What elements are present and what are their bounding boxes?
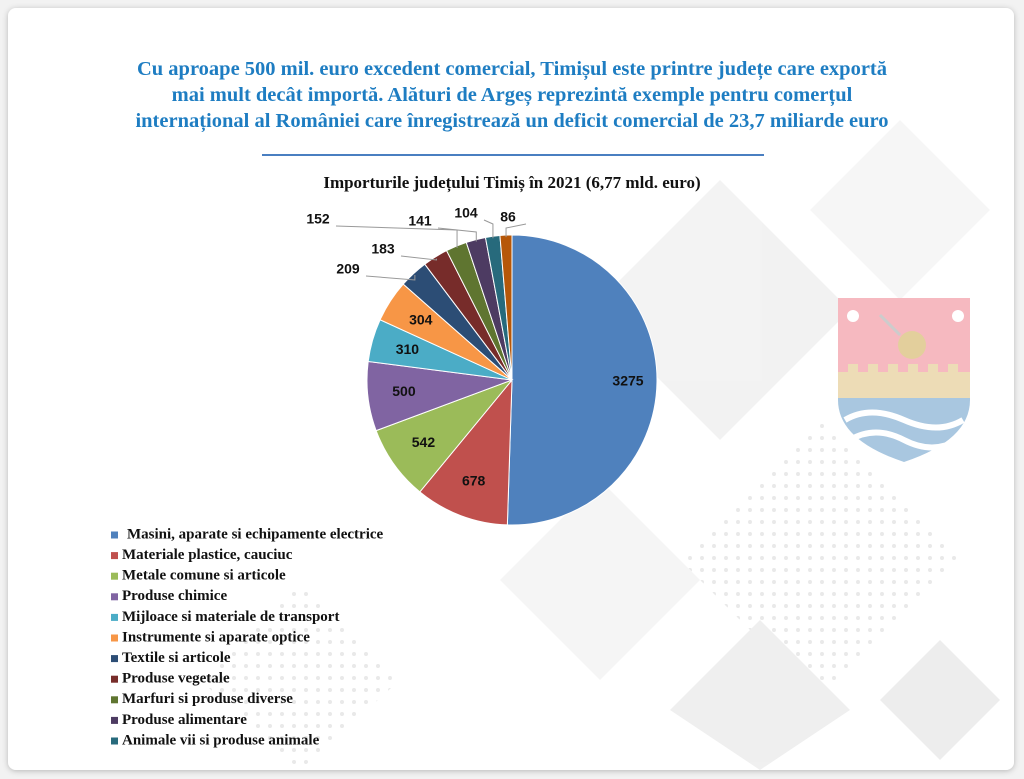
legend-label: Textile si articole bbox=[122, 650, 231, 666]
legend-swatch bbox=[111, 737, 118, 745]
data-label: 542 bbox=[412, 434, 436, 450]
legend-label: Metale comune si articole bbox=[122, 568, 286, 584]
leader-line bbox=[365, 275, 416, 281]
data-label: 152 bbox=[306, 211, 330, 227]
data-label: 678 bbox=[462, 472, 486, 488]
legend-label: Materiale plastice, cauciuc bbox=[122, 547, 293, 563]
pie-slice bbox=[506, 234, 658, 526]
legend-swatch bbox=[111, 613, 118, 621]
heading-line: Cu aproape 500 mil. euro excedent comerc… bbox=[137, 58, 887, 81]
legend-swatch bbox=[111, 531, 118, 539]
leader-line bbox=[483, 219, 494, 239]
leader-line bbox=[437, 227, 477, 242]
data-label: 3275 bbox=[612, 373, 643, 389]
data-label: 310 bbox=[396, 341, 420, 357]
legend-label: Animale vii si produse animale bbox=[122, 732, 320, 748]
pie-slice bbox=[419, 378, 513, 526]
data-label: 209 bbox=[336, 261, 360, 277]
data-label: 500 bbox=[392, 383, 416, 399]
legend-label: Instrumente si aparate optice bbox=[122, 629, 310, 645]
legend-label: Produse chimice bbox=[122, 588, 227, 604]
legend-swatch bbox=[111, 634, 118, 642]
legend-label: Produse vegetale bbox=[122, 671, 230, 687]
legend-swatch bbox=[111, 655, 118, 663]
chart-title: Importurile județului Timiș în 2021 (6,7… bbox=[323, 173, 700, 193]
legend-swatch bbox=[111, 593, 118, 601]
legend-swatch bbox=[111, 696, 118, 704]
data-label: 304 bbox=[409, 312, 433, 328]
heading-line: internațional al României care înregistr… bbox=[135, 110, 888, 133]
legend-swatch bbox=[111, 716, 118, 724]
data-label: 104 bbox=[454, 205, 478, 221]
leader-line bbox=[400, 255, 437, 261]
legend-label: Mijloace si materiale de transport bbox=[122, 609, 339, 625]
data-label: 86 bbox=[500, 209, 516, 225]
legend-label: Produse alimentare bbox=[122, 712, 247, 728]
data-label: 141 bbox=[408, 213, 432, 229]
legend-label: Masini, aparate si echipamente electrice bbox=[127, 526, 384, 542]
legend-swatch bbox=[111, 675, 118, 683]
coat-of-arms bbox=[838, 298, 970, 462]
data-label: 183 bbox=[371, 241, 395, 257]
legend-label: Marfuri si produse diverse bbox=[122, 691, 293, 707]
legend-swatch bbox=[111, 552, 118, 560]
heading-line: mai mult decât importă. Alături de Argeș… bbox=[172, 84, 853, 107]
leader-line bbox=[505, 223, 527, 238]
background-pattern bbox=[200, 120, 1000, 770]
legend-swatch bbox=[111, 572, 118, 580]
